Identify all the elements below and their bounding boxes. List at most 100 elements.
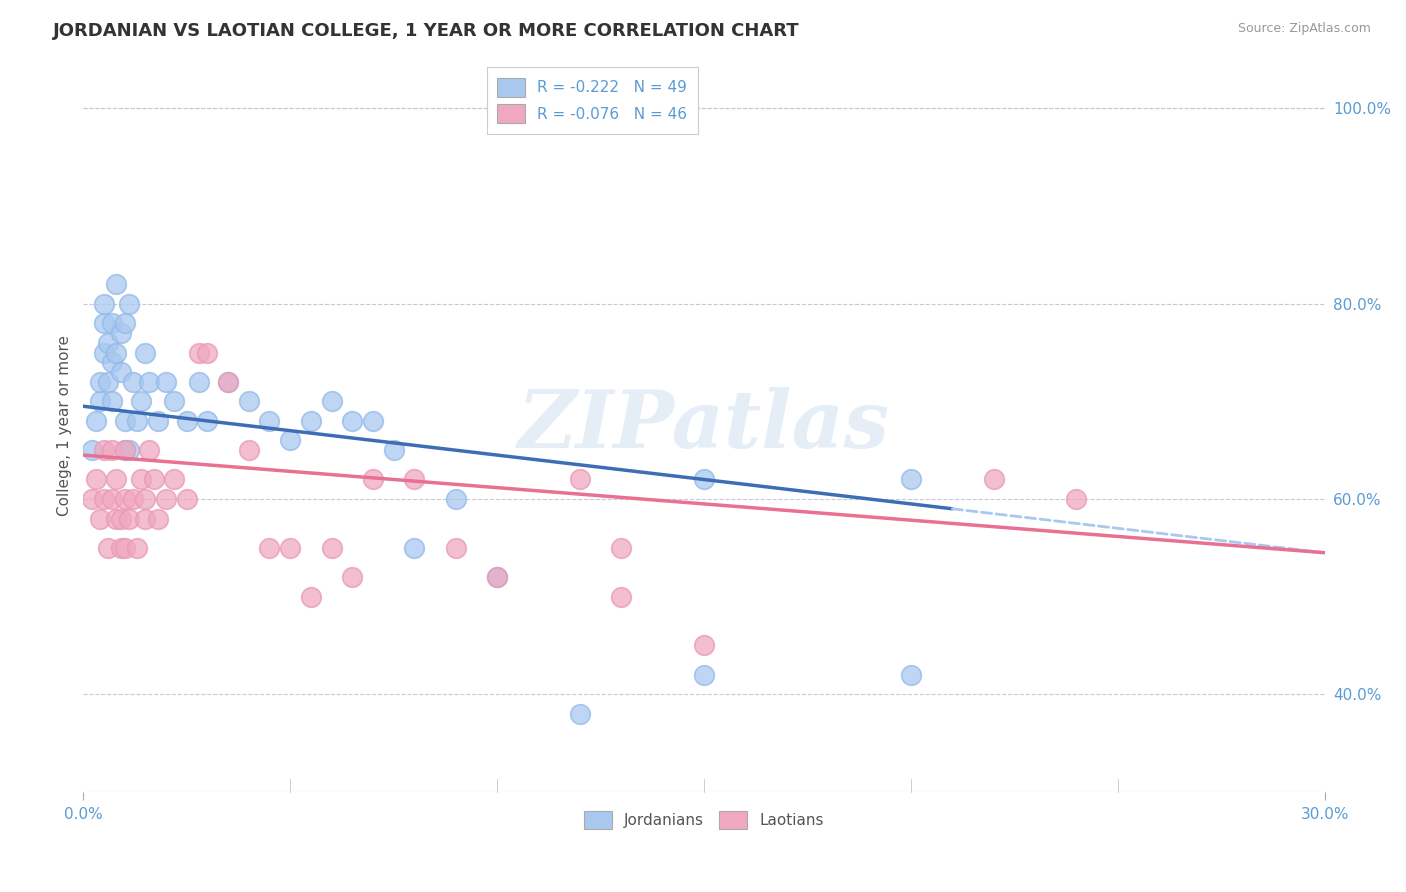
Point [129,473,152,487]
Point [299,414,322,428]
Point [125,541,148,555]
Point [693,667,716,681]
Point [89,394,111,409]
Point [138,375,160,389]
Point [101,394,124,409]
Point [146,511,169,525]
Point [342,570,364,584]
Point [114,443,136,458]
Point [110,511,132,525]
Point [259,414,281,428]
Point [197,414,219,428]
Point [93,296,115,310]
Point [105,511,128,525]
Point [900,473,922,487]
Point [118,296,141,310]
Point [93,443,115,458]
Point [155,375,177,389]
Point [142,473,165,487]
Point [93,345,115,359]
Point [163,394,186,409]
Point [101,316,124,330]
Point [101,355,124,369]
Point [188,345,211,359]
Point [134,345,156,359]
Point [89,375,111,389]
Point [93,316,115,330]
Point [118,443,141,458]
Point [114,491,136,506]
Point [342,414,364,428]
Point [101,443,124,458]
Point [238,394,260,409]
Point [110,326,132,340]
Point [610,541,633,555]
Point [299,590,322,604]
Text: JORDANIAN VS LAOTIAN COLLEGE, 1 YEAR OR MORE CORRELATION CHART: JORDANIAN VS LAOTIAN COLLEGE, 1 YEAR OR … [53,22,800,40]
Point [84,473,107,487]
Point [568,706,591,721]
Point [486,570,509,584]
Point [84,414,107,428]
Point [259,541,281,555]
Point [155,491,177,506]
Point [176,414,198,428]
Point [217,375,239,389]
Point [1066,491,1088,506]
Point [138,443,160,458]
Point [146,414,169,428]
Point [114,414,136,428]
Point [176,491,198,506]
Point [321,541,343,555]
Point [80,491,103,506]
Point [693,639,716,653]
Point [610,590,633,604]
Point [197,345,219,359]
Point [97,541,120,555]
Point [444,491,467,506]
Point [900,667,922,681]
Legend: Jordanians, Laotians: Jordanians, Laotians [578,805,830,836]
Point [404,473,426,487]
Point [134,511,156,525]
Point [321,394,343,409]
Point [122,375,145,389]
Point [693,473,716,487]
Point [101,491,124,506]
Point [983,473,1005,487]
Point [125,414,148,428]
Point [105,345,128,359]
Point [93,491,115,506]
Point [89,511,111,525]
Point [110,541,132,555]
Point [361,473,384,487]
Point [114,541,136,555]
Point [382,443,405,458]
Point [118,511,141,525]
Point [105,277,128,292]
Point [163,473,186,487]
Point [114,316,136,330]
Y-axis label: College, 1 year or more: College, 1 year or more [58,335,72,516]
Point [134,491,156,506]
Point [238,443,260,458]
Point [114,443,136,458]
Point [188,375,211,389]
Point [80,443,103,458]
Point [361,414,384,428]
Point [97,375,120,389]
Point [278,434,301,448]
Text: Source: ZipAtlas.com: Source: ZipAtlas.com [1237,22,1371,36]
Point [568,473,591,487]
Point [105,473,128,487]
Text: ZIPatlas: ZIPatlas [517,387,890,465]
Point [486,570,509,584]
Point [122,491,145,506]
Point [97,335,120,350]
Point [110,365,132,379]
Point [444,541,467,555]
Point [404,541,426,555]
Point [278,541,301,555]
Point [129,394,152,409]
Point [217,375,239,389]
